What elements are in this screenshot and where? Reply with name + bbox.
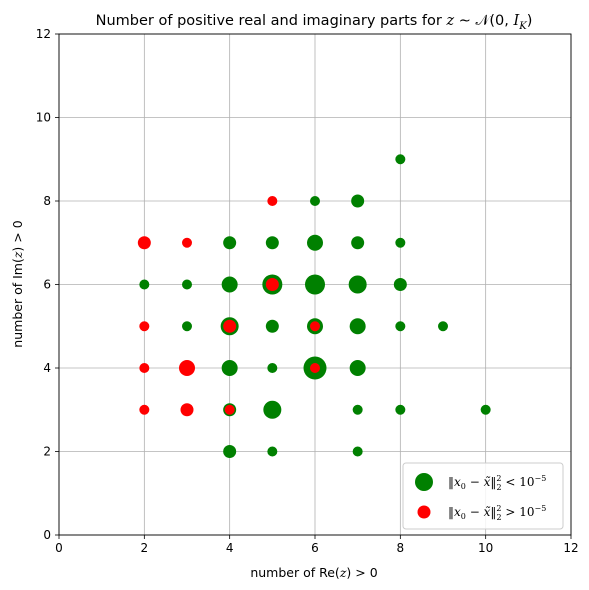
point-red — [179, 360, 195, 376]
point-green — [221, 276, 238, 293]
point-green — [223, 445, 237, 458]
point-green — [352, 446, 363, 457]
y-tick-label: 0 — [43, 528, 51, 542]
y-tick-label: 2 — [43, 445, 51, 459]
point-red — [182, 237, 192, 248]
y-tick-label: 10 — [36, 111, 51, 125]
point-green — [223, 236, 237, 250]
point-green — [351, 236, 365, 250]
point-green — [349, 318, 366, 335]
point-green — [480, 404, 491, 415]
series-red — [137, 196, 320, 417]
point-green — [267, 446, 278, 457]
point-red — [224, 404, 235, 415]
x-tick-label: 12 — [563, 541, 578, 555]
legend-box — [402, 462, 564, 530]
legend-marker-green — [415, 473, 433, 491]
point-green — [438, 321, 448, 332]
point-green — [352, 404, 363, 415]
point-red — [223, 319, 237, 333]
point-red — [180, 403, 194, 417]
x-tick-label: 4 — [226, 541, 234, 555]
point-red — [310, 363, 320, 373]
point-red — [137, 236, 151, 250]
point-green — [221, 360, 238, 376]
point-green — [395, 237, 406, 248]
legend: ‖x0 − x̃‖2 2 < 10−5 ‖x0 − x̃‖2 2 > 10−5 — [402, 462, 564, 530]
legend-marker-red — [417, 505, 431, 519]
point-green — [182, 321, 192, 332]
x-tick-label: 2 — [141, 541, 149, 555]
point-green — [305, 274, 325, 295]
point-green — [267, 363, 278, 373]
point-green — [265, 319, 279, 333]
point-red — [139, 404, 150, 415]
point-green — [351, 194, 365, 208]
point-red — [267, 196, 278, 206]
point-green — [139, 279, 150, 290]
point-red — [310, 321, 320, 332]
y-tick-label: 4 — [43, 361, 51, 375]
point-red — [139, 321, 150, 332]
point-green — [395, 321, 406, 332]
y-tick-label: 8 — [43, 194, 51, 208]
y-tick-label: 12 — [36, 27, 51, 41]
point-green — [395, 404, 406, 415]
legend-label-red: ‖x0 − x̃‖2 2 > 10−5 — [448, 504, 546, 522]
x-tick-label: 0 — [55, 541, 63, 555]
point-red — [265, 278, 279, 291]
point-green — [263, 400, 282, 419]
legend-label-green: ‖x0 − x̃‖2 2 < 10−5 — [448, 474, 546, 492]
axis-ticks: 0 2 4 6 8 10 12 0 2 4 6 8 10 12 — [36, 27, 579, 555]
y-axis-label: number of Im(z) > 0 — [10, 220, 25, 347]
point-red — [139, 363, 150, 373]
chart-title: Number of positive real and imaginary pa… — [96, 13, 533, 32]
point-green — [395, 154, 406, 165]
x-tick-label: 8 — [397, 541, 405, 555]
point-green — [348, 275, 367, 294]
point-green — [265, 236, 279, 250]
x-tick-label: 10 — [478, 541, 493, 555]
point-green — [307, 234, 323, 251]
point-green — [310, 196, 320, 206]
point-green — [182, 279, 192, 290]
data-points — [137, 154, 491, 458]
y-tick-label: 6 — [43, 278, 51, 292]
point-green — [393, 278, 407, 291]
x-axis-label: number of Re(z) > 0 — [250, 565, 377, 580]
x-tick-label: 6 — [311, 541, 319, 555]
point-green — [349, 360, 366, 376]
